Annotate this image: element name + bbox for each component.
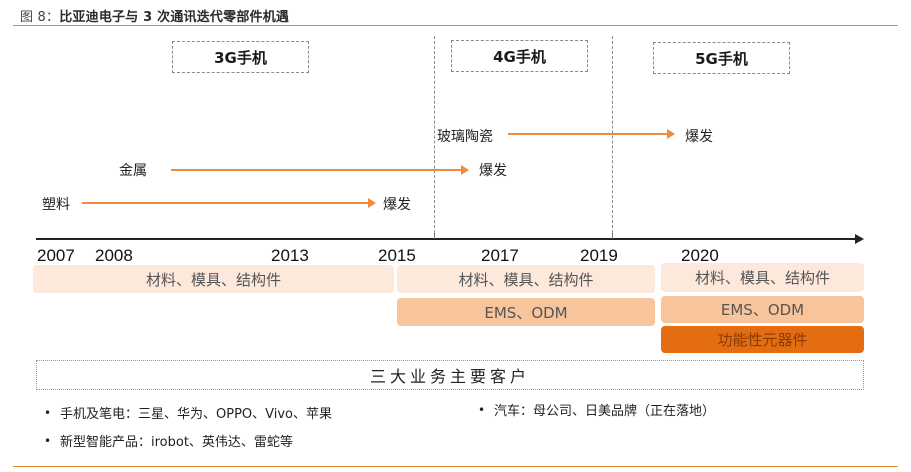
customer-item-smart-text: 新型智能产品：irobot、英伟达、雷蛇等	[60, 435, 293, 450]
bar-5g-components: 材料、模具、结构件	[661, 263, 864, 292]
top-divider	[13, 25, 898, 26]
year-2007: 2007	[37, 246, 75, 265]
era-label-4g: 4G手机	[493, 47, 546, 66]
year-2017: 2017	[481, 246, 519, 265]
bar-5g-components-label: 材料、模具、结构件	[694, 269, 830, 287]
year-2013: 2013	[271, 246, 309, 265]
timeline-axis	[36, 234, 864, 244]
arrow-plastic	[82, 198, 376, 208]
era-box-3g: 3G手机	[172, 41, 309, 73]
bar-4g-ems-odm: EMS、ODM	[397, 298, 655, 326]
bullet-icon: •	[44, 433, 52, 448]
figure-title-text: 比亚迪电子与 3 次通讯迭代零部件机遇	[59, 10, 290, 25]
arrow-glass-ceramic	[508, 129, 675, 139]
axis-tick	[612, 233, 613, 239]
outcome-plastic-label: 爆发	[383, 197, 411, 213]
customer-item-phones-text: 手机及笔电：三星、华为、OPPO、Vivo、苹果	[60, 407, 333, 422]
bottom-divider	[13, 466, 898, 467]
bar-3g-components-label: 材料、模具、结构件	[145, 270, 281, 289]
material-plastic-label: 塑料	[42, 197, 70, 213]
figure-title-prefix: 图 8：	[20, 10, 60, 25]
outcome-glass-ceramic-label: 爆发	[685, 129, 713, 145]
bar-4g-components-label: 材料、模具、结构件	[458, 270, 594, 289]
era-separator-4g-5g	[612, 36, 613, 238]
bar-5g-functional-components: 功能性元器件	[661, 326, 864, 353]
arrow-metal	[171, 165, 469, 175]
bar-5g-ems-odm-label: EMS、ODM	[720, 301, 805, 319]
year-2015: 2015	[378, 246, 416, 265]
era-box-4g: 4G手机	[451, 40, 588, 72]
customers-heading-box: 三大业务主要客户	[36, 360, 864, 390]
bar-5g-functional-label: 功能性元器件	[717, 331, 808, 349]
customers-heading: 三大业务主要客户	[369, 367, 530, 386]
year-2019: 2019	[580, 246, 618, 265]
bar-4g-components: 材料、模具、结构件	[397, 265, 655, 293]
era-box-5g: 5G手机	[653, 42, 790, 74]
year-2008: 2008	[95, 246, 133, 265]
year-2020: 2020	[681, 246, 719, 265]
customer-item-smart-products: • 新型智能产品：irobot、英伟达、雷蛇等	[44, 431, 293, 451]
era-separator-3g-4g	[434, 36, 435, 238]
material-glass-ceramic-label: 玻璃陶瓷	[437, 129, 493, 145]
axis-tick	[434, 233, 435, 239]
bar-4g-ems-odm-label: EMS、ODM	[484, 303, 568, 322]
material-metal-label: 金属	[119, 163, 147, 179]
bar-5g-ems-odm: EMS、ODM	[661, 296, 864, 323]
customer-item-auto: • 汽车：母公司、日美品牌（正在落地）	[478, 400, 716, 420]
era-label-5g: 5G手机	[695, 49, 748, 68]
figure-title: 图 8：比亚迪电子与 3 次通讯迭代零部件机遇	[20, 6, 289, 25]
bar-3g-components: 材料、模具、结构件	[33, 265, 394, 293]
era-label-3g: 3G手机	[214, 48, 267, 67]
outcome-metal-label: 爆发	[479, 163, 507, 179]
customer-item-auto-text: 汽车：母公司、日美品牌（正在落地）	[494, 404, 716, 419]
customer-item-phones: • 手机及笔电：三星、华为、OPPO、Vivo、苹果	[44, 403, 333, 423]
bullet-icon: •	[478, 402, 486, 417]
bullet-icon: •	[44, 405, 52, 420]
